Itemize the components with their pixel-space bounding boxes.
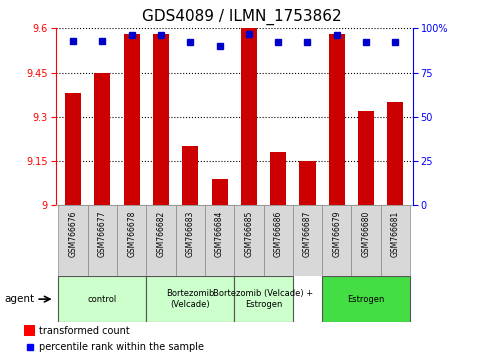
FancyBboxPatch shape: [264, 205, 293, 276]
Bar: [94, 73, 111, 205]
Text: GSM766676: GSM766676: [69, 211, 78, 257]
Bar: [270, 152, 286, 205]
Text: GSM766683: GSM766683: [186, 211, 195, 257]
Bar: [358, 111, 374, 205]
Text: GSM766678: GSM766678: [127, 211, 136, 257]
FancyBboxPatch shape: [58, 205, 88, 276]
Text: Bortezomib (Velcade) +
Estrogen: Bortezomib (Velcade) + Estrogen: [213, 290, 313, 309]
Bar: [153, 34, 169, 205]
Text: GSM766681: GSM766681: [391, 211, 400, 257]
FancyBboxPatch shape: [352, 205, 381, 276]
Bar: [65, 93, 81, 205]
Text: GSM766679: GSM766679: [332, 211, 341, 257]
FancyBboxPatch shape: [322, 205, 352, 276]
FancyBboxPatch shape: [88, 205, 117, 276]
FancyBboxPatch shape: [205, 205, 234, 276]
Text: Estrogen: Estrogen: [347, 295, 385, 304]
Text: GSM766686: GSM766686: [274, 211, 283, 257]
FancyBboxPatch shape: [293, 205, 322, 276]
Text: percentile rank within the sample: percentile rank within the sample: [39, 342, 204, 352]
FancyBboxPatch shape: [234, 276, 293, 322]
Text: GSM766684: GSM766684: [215, 211, 224, 257]
Text: GSM766680: GSM766680: [362, 211, 370, 257]
Text: agent: agent: [5, 294, 35, 304]
FancyBboxPatch shape: [146, 276, 234, 322]
FancyBboxPatch shape: [381, 205, 410, 276]
Text: control: control: [88, 295, 117, 304]
Text: GSM766682: GSM766682: [156, 211, 166, 257]
Bar: [329, 34, 345, 205]
FancyBboxPatch shape: [176, 205, 205, 276]
Text: transformed count: transformed count: [39, 326, 130, 336]
Text: GSM766687: GSM766687: [303, 211, 312, 257]
Bar: [212, 179, 227, 205]
Text: GDS4089 / ILMN_1753862: GDS4089 / ILMN_1753862: [142, 9, 341, 25]
FancyBboxPatch shape: [322, 276, 410, 322]
FancyBboxPatch shape: [117, 205, 146, 276]
Bar: [24, 325, 35, 336]
Text: GSM766685: GSM766685: [244, 211, 254, 257]
FancyBboxPatch shape: [58, 276, 146, 322]
Bar: [299, 161, 315, 205]
FancyBboxPatch shape: [146, 205, 176, 276]
Bar: [241, 28, 257, 205]
Text: Bortezomib
(Velcade): Bortezomib (Velcade): [166, 290, 214, 309]
Text: GSM766677: GSM766677: [98, 211, 107, 257]
FancyBboxPatch shape: [234, 205, 264, 276]
Bar: [387, 102, 403, 205]
Bar: [182, 146, 199, 205]
Bar: [124, 34, 140, 205]
